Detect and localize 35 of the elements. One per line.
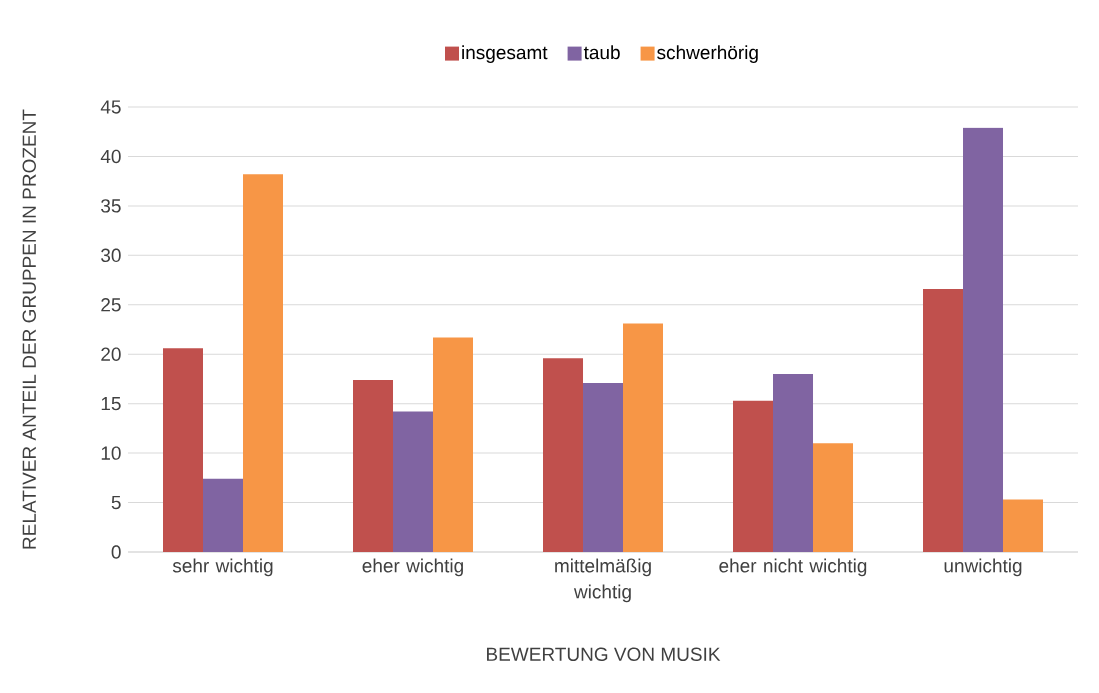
y-tick-label: 25 (101, 298, 121, 312)
bar (733, 400, 774, 552)
x-tick-label: sehr wichtig (172, 558, 273, 577)
bar (583, 382, 624, 552)
bar (1003, 499, 1044, 552)
bar (243, 174, 283, 552)
y-tick-label: 0 (111, 545, 121, 559)
y-tick-label: 30 (101, 248, 121, 263)
x-tick-label: mittelmäßig wichtig (555, 558, 651, 603)
y-tick-label: 45 (100, 100, 121, 114)
legend-label: taub (583, 45, 620, 60)
bar (393, 411, 434, 552)
bar (773, 374, 814, 552)
x-tick-label: eher nicht wichtig (719, 558, 867, 577)
y-tick-label: 35 (101, 199, 121, 213)
bar (543, 358, 584, 552)
bar (203, 478, 243, 552)
bar (433, 337, 474, 552)
y-tick-label: 5 (111, 495, 121, 510)
bar (923, 288, 964, 552)
y-tick-label: 15 (101, 397, 121, 411)
y-tick-label: 10 (101, 446, 121, 460)
x-tick-label: unwichtig (944, 558, 1022, 577)
bar (353, 379, 394, 552)
x-tick-label: eher wichtig (362, 558, 463, 577)
bar (163, 348, 203, 552)
y-axis-title: RELATIVER ANTEIL DER GRUPPEN IN PROZENT (22, 109, 36, 549)
bar (813, 443, 854, 552)
legend-label: insgesamt (462, 45, 548, 63)
legend-label: schwerhörig (657, 45, 758, 63)
bar (963, 127, 1004, 552)
bar (623, 323, 664, 552)
y-tick-label: 40 (100, 149, 121, 164)
x-axis-title: BEWERTUNG VON MUSIK (487, 647, 721, 661)
y-tick-label: 20 (101, 347, 121, 361)
